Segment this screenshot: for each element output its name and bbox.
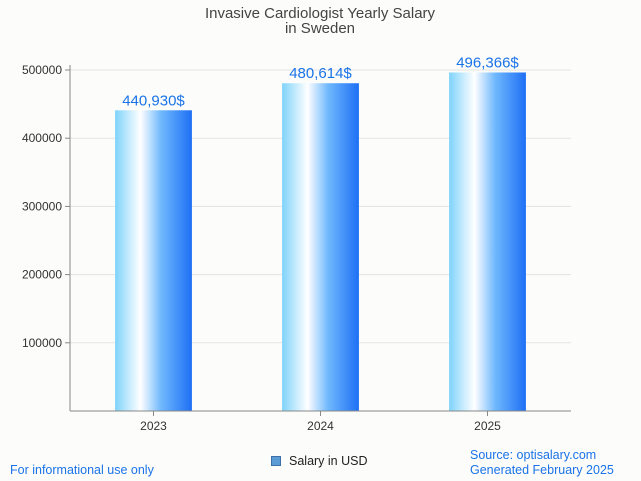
bar-2024 (282, 83, 359, 411)
legend-swatch (271, 456, 281, 466)
chart-title-line-2: in Sweden (285, 20, 355, 37)
x-tick-label-2023: 2023 (140, 419, 167, 433)
bar-2023 (115, 110, 192, 412)
x-tick-label-2024: 2024 (307, 419, 334, 433)
disclaimer-text: For informational use only (10, 463, 154, 477)
generated-text: Generated February 2025 (470, 463, 614, 477)
x-axis-ticks: 2023 2024 2025 (140, 411, 501, 433)
y-tick-label: 100000 (22, 336, 62, 350)
x-tick-label-2025: 2025 (474, 419, 501, 433)
bars: 440,930$ 480,614$ 496,366$ (115, 54, 526, 412)
y-axis-ticks: 100000 200000 300000 400000 500000 (22, 63, 70, 350)
y-tick-label: 300000 (22, 199, 62, 213)
y-tick-label: 200000 (22, 268, 62, 282)
legend-label: Salary in USD (289, 454, 368, 468)
source-text: Source: optisalary.com (470, 448, 597, 462)
legend: Salary in USD (271, 454, 368, 468)
chart-title-line-1: Invasive Cardiologist Yearly Salary (205, 5, 436, 22)
y-tick-label: 400000 (22, 131, 62, 145)
data-label-2025: 496,366$ (456, 54, 519, 71)
data-label-2024: 480,614$ (289, 65, 352, 82)
bar-2025 (449, 72, 526, 411)
data-label-2023: 440,930$ (122, 92, 185, 109)
y-tick-label: 500000 (22, 63, 62, 77)
